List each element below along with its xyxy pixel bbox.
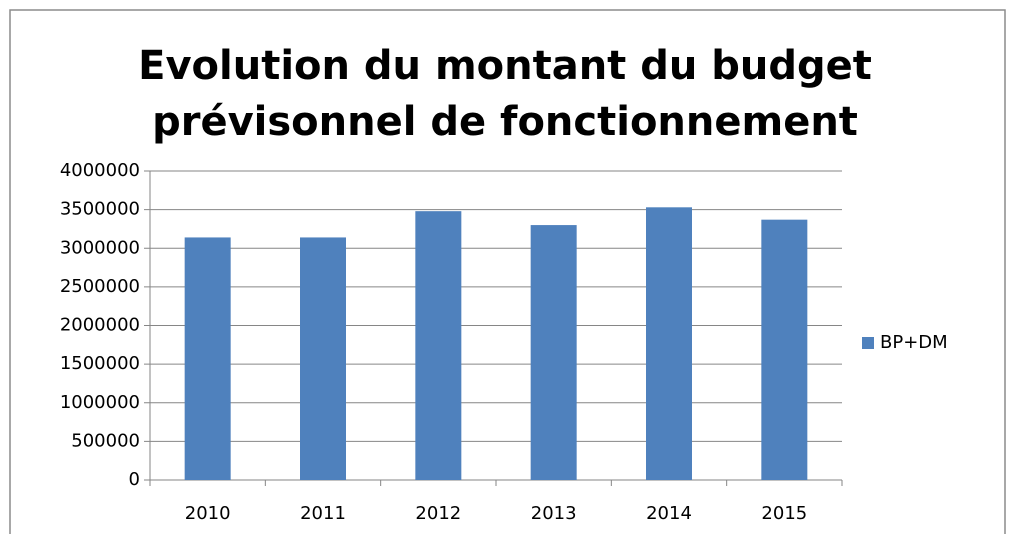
bar — [184, 237, 231, 480]
y-tick-label: 1000000 — [60, 392, 140, 413]
y-tick-label: 1500000 — [60, 353, 140, 374]
y-tick-label: 2000000 — [60, 315, 140, 336]
chart-title: Evolution du montant du budget prévisonn… — [138, 43, 872, 145]
y-tick-label: 0 — [129, 469, 140, 490]
x-tick-label: 2012 — [415, 503, 461, 524]
bar — [761, 219, 808, 481]
bar — [300, 237, 346, 480]
x-tick-label: 2011 — [300, 503, 346, 524]
legend-swatch — [862, 337, 874, 349]
x-tick-label: 2013 — [531, 503, 577, 524]
x-tick-label: 2010 — [185, 503, 231, 524]
y-tick-label: 500000 — [71, 430, 140, 451]
x-tick-label: 2014 — [646, 503, 692, 524]
y-tick-label: 2500000 — [60, 276, 140, 297]
y-tick-label: 4000000 — [60, 160, 140, 181]
chart-frame — [9, 9, 1006, 534]
legend-label: BP+DM — [880, 332, 948, 353]
y-tick-label: 3500000 — [60, 199, 140, 220]
bar — [530, 225, 577, 480]
bar — [646, 207, 692, 480]
x-tick-label: 2015 — [761, 503, 807, 524]
bar — [415, 211, 462, 481]
y-tick-label: 3000000 — [60, 237, 140, 258]
